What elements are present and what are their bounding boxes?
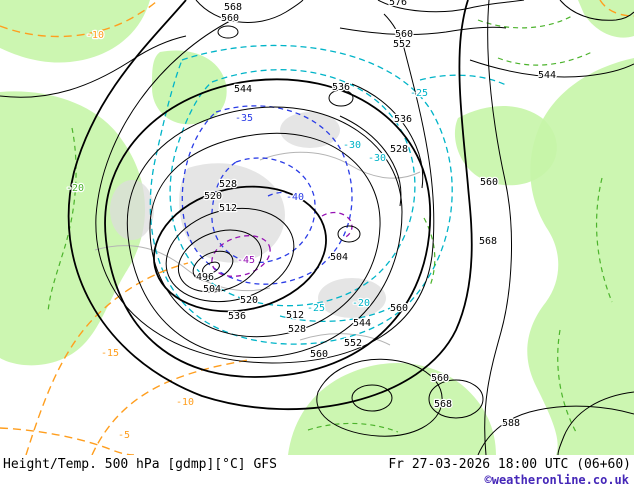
contour-label: 520 — [240, 295, 258, 306]
contour-label: -20 — [352, 298, 370, 309]
contour-label: 560 — [390, 303, 408, 314]
contour-label: 496 — [196, 272, 214, 283]
contour-label: 560 — [395, 29, 413, 40]
contour-label: 528 — [288, 324, 306, 335]
contour-label: 588 — [502, 418, 520, 429]
footer-copyright-row: ©weatheronline.co.uk — [3, 473, 631, 488]
footer-caption-row: Height/Temp. 500 hPa [gdmp][°C] GFS Fr 2… — [3, 456, 631, 473]
contour-label: -25 — [307, 303, 325, 314]
contour-label: -30 — [343, 140, 361, 151]
contour-label: -35 — [235, 113, 253, 124]
contour-label: 512 — [286, 310, 304, 321]
product-title: Height/Temp. 500 hPa [gdmp][°C] GFS — [3, 457, 277, 472]
contour-label: -25 — [410, 88, 428, 99]
height-contour-layer — [0, 0, 634, 455]
contour-label: 560 — [310, 349, 328, 360]
valid-time: Fr 27-03-2026 18:00 UTC (06+60) — [388, 457, 631, 472]
contour-label: 568 — [224, 2, 242, 13]
contour-label: 520 — [204, 191, 222, 202]
contour-label: 512 — [219, 203, 237, 214]
contour-label: -40 — [286, 192, 304, 203]
contour-label: 568 — [434, 399, 452, 410]
contour-label: -15 — [101, 348, 119, 359]
green-shading-layer — [0, 0, 634, 455]
contour-label: 504 — [330, 252, 348, 263]
map-area: 568 560 576 560 552 544 544 536 536 528 528 520 512 4… — [0, 0, 634, 455]
contour-label: 536 — [228, 311, 246, 322]
contour-label: 560 — [221, 13, 239, 24]
temperature-contour-layer — [0, 0, 634, 455]
contour-label: -10 — [86, 30, 104, 41]
contour-label: -10 — [176, 397, 194, 408]
contour-label: 544 — [353, 318, 371, 329]
contour-label: 536 — [394, 114, 412, 125]
contour-label: -45 — [237, 255, 255, 266]
contour-label: -20 — [66, 183, 84, 194]
contour-label: 560 — [480, 177, 498, 188]
contour-label: 528 — [219, 179, 237, 190]
contour-label: 560 — [431, 373, 449, 384]
contour-label: 504 — [203, 284, 221, 295]
contour-label: 568 — [479, 236, 497, 247]
contour-label: 552 — [393, 39, 411, 50]
contour-label: 536 — [332, 82, 350, 93]
contour-label: -30 — [368, 153, 386, 164]
contour-label: 576 — [389, 0, 407, 8]
copyright-link[interactable]: ©weatheronline.co.uk — [484, 473, 630, 487]
land-layer — [94, 112, 421, 346]
contour-label: 544 — [538, 70, 556, 81]
footer: Height/Temp. 500 hPa [gdmp][°C] GFS Fr 2… — [0, 455, 634, 490]
contour-label: 544 — [234, 84, 252, 95]
contour-label: -5 — [118, 430, 130, 441]
contour-label: 528 — [390, 144, 408, 155]
contour-label: 552 — [344, 338, 362, 349]
